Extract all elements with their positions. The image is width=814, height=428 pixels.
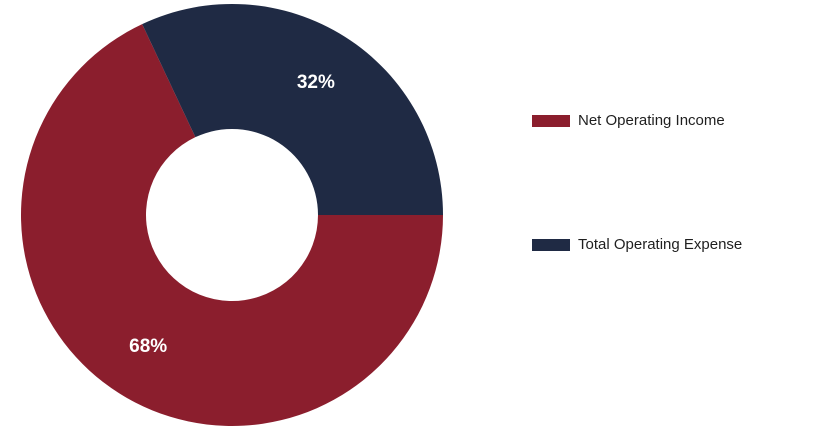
- donut-chart-svg: 68% 32%: [21, 3, 443, 427]
- slice-total-operating-expense: [142, 3, 443, 216]
- legend-item-net-operating-income: Net Operating Income: [532, 112, 725, 129]
- legend-item-total-operating-expense: Total Operating Expense: [532, 236, 742, 253]
- slice-net-operating-income: [21, 24, 443, 427]
- legend-label-net-operating-income: Net Operating Income: [578, 112, 725, 129]
- data-label-net-operating-income: 68%: [129, 336, 167, 357]
- legend-label-total-operating-expense: Total Operating Expense: [578, 236, 743, 253]
- legend-swatch-net-operating-income: [532, 114, 570, 127]
- legend-swatch-total-operating-expense: [532, 238, 570, 251]
- data-labels-group: 68% 32%: [129, 72, 335, 357]
- data-label-total-operating-expense: 32%: [297, 72, 335, 93]
- slices-group: [21, 3, 443, 427]
